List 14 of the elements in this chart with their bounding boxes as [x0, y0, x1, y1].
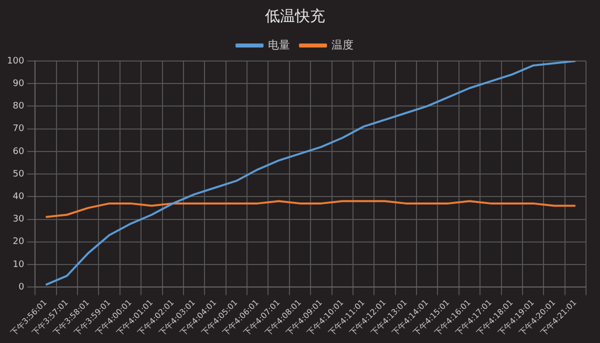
- y-tick-label: 20: [12, 237, 24, 248]
- y-tick-label: 80: [12, 102, 24, 112]
- y-tick-label: 0: [18, 282, 24, 292]
- y-tick-label: 30: [12, 214, 24, 225]
- y-tick-label: 10: [12, 260, 24, 270]
- legend-label: 电量: [268, 38, 290, 52]
- y-tick-label: 60: [12, 146, 24, 157]
- y-tick-label: 90: [12, 78, 24, 89]
- y-tick-label: 70: [12, 124, 24, 134]
- y-tick-label: 40: [12, 192, 24, 202]
- y-tick-label: 50: [12, 169, 24, 180]
- legend-label: 温度: [332, 38, 354, 52]
- y-tick-label: 100: [6, 56, 24, 66]
- chart-title: 低温快充: [265, 6, 325, 25]
